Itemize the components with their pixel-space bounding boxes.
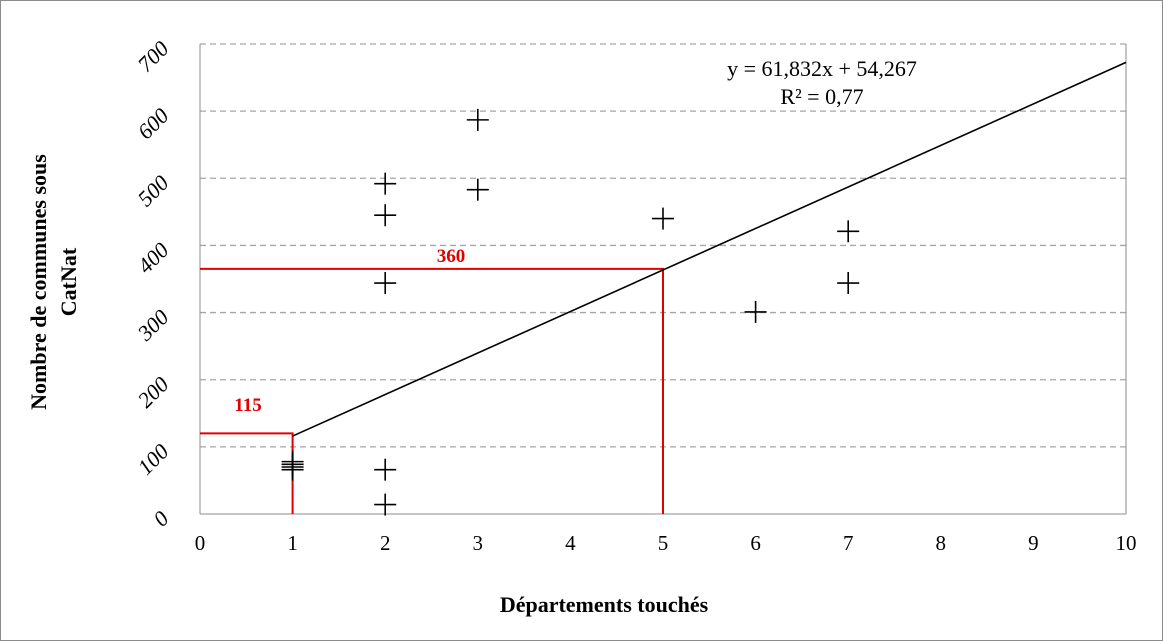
data-point-13: [837, 272, 860, 295]
annotation-label-360: 360: [437, 246, 466, 267]
x-tick-label-1: 1: [287, 531, 298, 555]
x-tick-label-5: 5: [658, 531, 669, 555]
data-point-3: [281, 450, 304, 473]
data-point-7: [374, 204, 397, 227]
annotation-line-360: [200, 267, 664, 514]
x-tick-label-9: 9: [1028, 531, 1039, 555]
data-point-4: [374, 493, 397, 516]
data-point-5: [374, 458, 397, 481]
trendline-group: [292, 61, 1127, 437]
x-tick-label-4: 4: [565, 531, 576, 555]
y-tick-label-500: 500: [133, 170, 174, 211]
trendline-r2: R² = 0,77: [780, 84, 863, 109]
x-tick-label-3: 3: [473, 531, 484, 555]
data-point-12: [744, 300, 767, 323]
data-point-6: [374, 272, 397, 295]
x-tick-labels: 0 1 2 3 4 5 6 7 8 9 10: [195, 531, 1137, 555]
data-points: [281, 108, 860, 516]
y-tick-labels: 0 100 200 300 400 500 600 700: [132, 36, 174, 531]
data-point-11: [652, 207, 674, 230]
data-point-9: [466, 178, 489, 201]
y-tick-label-200: 200: [133, 372, 174, 413]
annotation-label-115: 115: [234, 395, 261, 416]
x-tick-label-6: 6: [750, 531, 761, 555]
x-tick-label-2: 2: [380, 531, 391, 555]
data-point-8: [374, 172, 397, 195]
trendline: [292, 61, 1127, 437]
y-tick-label-600: 600: [133, 103, 174, 144]
trendline-equation: y = 61,832x + 54,267: [727, 56, 917, 81]
data-point-10: [466, 108, 489, 131]
y-tick-label-0: 0: [148, 506, 173, 531]
y-tick-label-400: 400: [133, 237, 174, 278]
y-tick-label-100: 100: [133, 439, 174, 480]
y-axis-title-line2: CatNat: [56, 247, 81, 316]
x-axis-title: Départements touchés: [500, 592, 709, 617]
gridlines: [200, 43, 1126, 448]
annotation-line-115: [200, 432, 294, 514]
x-tick-label-8: 8: [936, 531, 947, 555]
y-tick-label-300: 300: [132, 304, 174, 346]
x-tick-label-0: 0: [195, 531, 206, 555]
y-tick-label-700: 700: [133, 36, 174, 77]
data-point-14: [837, 220, 860, 243]
y-axis-title-line1: Nombre de communes sous: [26, 154, 51, 410]
x-tick-label-7: 7: [843, 531, 854, 555]
x-tick-label-10: 10: [1116, 531, 1137, 555]
annotation-lines: [200, 267, 664, 514]
